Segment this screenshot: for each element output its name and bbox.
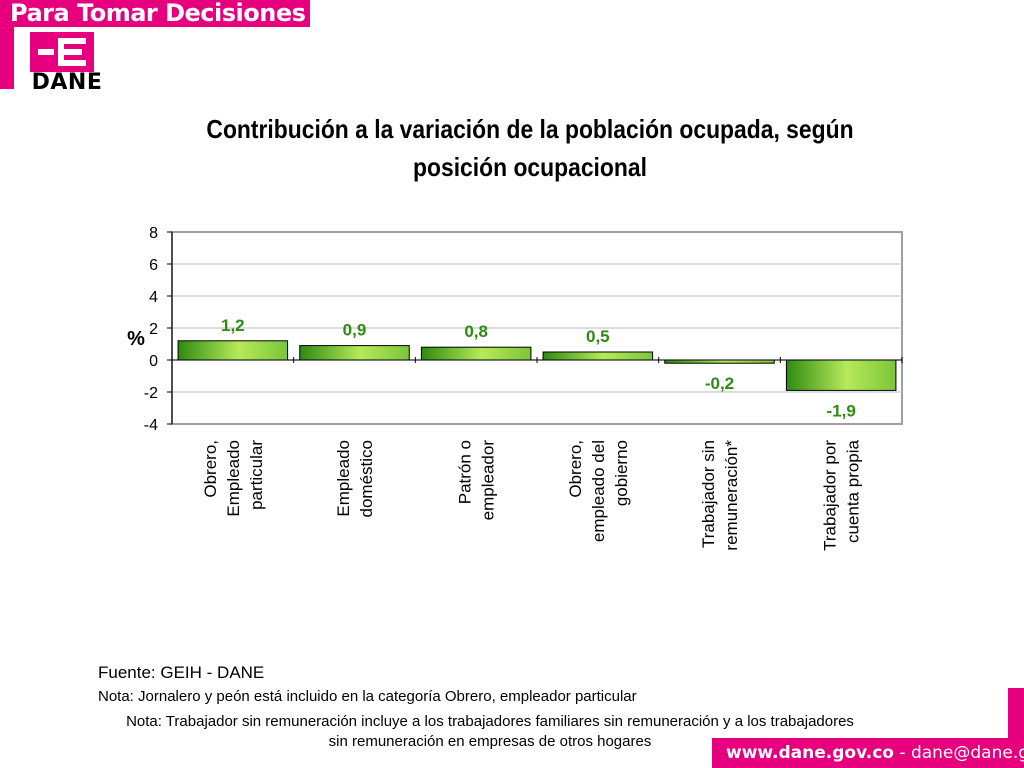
x-tick-label-line: remuneración*	[722, 440, 741, 551]
banner-text: Para Tomar Decisiones	[10, 0, 306, 27]
footer-site[interactable]: www.dane.gov.co	[726, 743, 894, 763]
y-tick-label: 4	[149, 289, 158, 306]
y-tick-label: 2	[149, 321, 158, 338]
data-label-0: 1,2	[221, 316, 245, 335]
y-tick-label: -2	[144, 385, 158, 402]
bar-4	[664, 359, 775, 364]
bar-5	[785, 359, 897, 391]
footer-email[interactable]: dane@dane.gov.co	[910, 743, 1024, 763]
x-tick-label-line: doméstico	[357, 440, 376, 517]
data-label-2: 0,8	[464, 322, 488, 341]
footer-bar: www.dane.gov.co - dane@dane.gov.co	[712, 738, 1024, 768]
dane-logo: DANE	[24, 32, 110, 95]
y-tick-label: 6	[149, 257, 158, 274]
x-tick-label-line: Obrero,	[566, 440, 585, 498]
bar-1	[299, 345, 410, 361]
x-tick-label-0: Obrero, Empleado particular	[201, 440, 266, 517]
dane-logo-mark-icon	[30, 32, 94, 72]
source-note: Fuente: GEIH - DANE	[98, 663, 265, 682]
x-tick-label-line: Empleado	[334, 440, 353, 517]
y-axis-label: %	[127, 328, 145, 350]
y-tick-label: 8	[149, 225, 158, 242]
bar-3	[542, 351, 654, 361]
x-tick-label-4: Trabajador sin remuneración*	[699, 440, 741, 551]
header-banner: Para Tomar Decisiones	[0, 0, 310, 27]
x-tick-label-line: empleador	[479, 440, 498, 521]
x-tick-label-line: empleado del	[589, 440, 608, 542]
chart-title: Contribución a la variación de la poblac…	[206, 114, 854, 182]
bar-0	[177, 340, 289, 361]
brand-strip	[0, 27, 14, 89]
x-tick-label-line: Patrón o	[456, 440, 475, 504]
x-tick-label-line: Trabajador sin	[699, 440, 718, 548]
data-label-3: 0,5	[586, 327, 610, 346]
x-tick-label-2: Patrón o empleador	[456, 440, 498, 521]
x-tick-label-line: gobierno	[612, 440, 631, 506]
logo-text: DANE	[31, 70, 103, 95]
footer-accent	[1008, 688, 1024, 738]
x-tick-label-5: Trabajador por cuenta propia	[821, 439, 863, 550]
x-tick-label-line: Trabajador por	[821, 440, 840, 551]
data-label-4: -0,2	[705, 374, 734, 393]
x-tick-label-1: Empleado doméstico	[334, 440, 376, 517]
data-label-5: -1,9	[827, 401, 856, 420]
note-1: Nota: Jornalero y peón está incluido en …	[98, 688, 637, 705]
notes-block: Fuente: GEIH - DANE Nota: Jornalero y pe…	[98, 662, 898, 752]
x-tick-label-line: Obrero,	[201, 440, 220, 498]
bar-2	[420, 346, 532, 361]
y-tick-label: -4	[144, 417, 158, 434]
x-tick-label-3: Obrero, empleado del gobierno	[566, 440, 631, 542]
x-tick-label-line: Empleado	[224, 440, 243, 517]
footer-separator: -	[893, 743, 911, 763]
x-tick-label-line: cuenta propia	[844, 439, 863, 543]
footer-contact: www.dane.gov.co - dane@dane.gov.co	[726, 738, 1024, 768]
x-tick-label-line: particular	[247, 440, 266, 510]
y-tick-label: 0	[149, 353, 158, 370]
data-label-1: 0,9	[343, 321, 367, 340]
note-2: Nota: Trabajador sin remuneración incluy…	[126, 713, 854, 750]
